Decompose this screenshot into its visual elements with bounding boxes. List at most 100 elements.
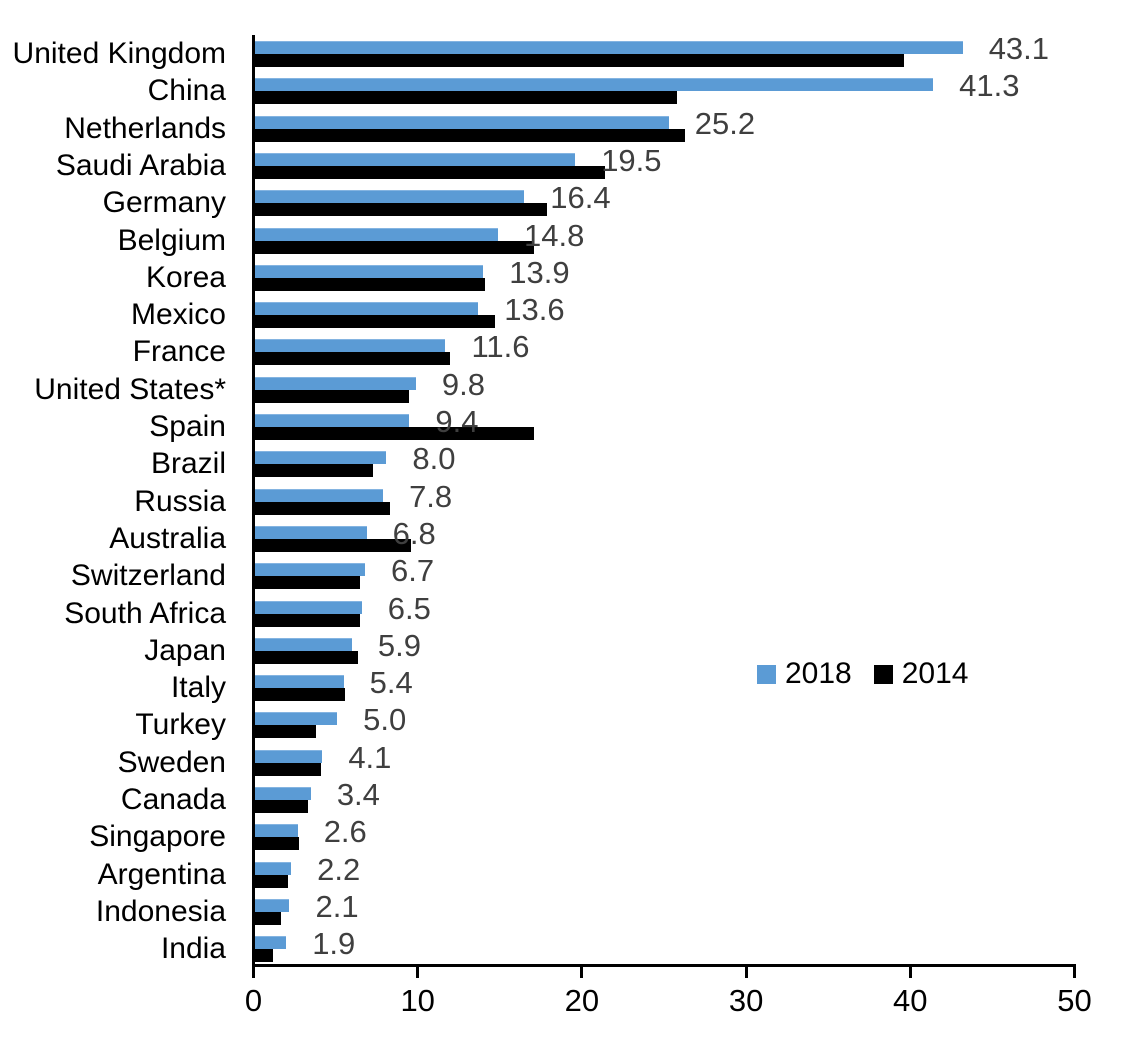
bar-2014	[255, 427, 535, 440]
bar-2014	[255, 128, 686, 142]
x-axis-tick-label: 30	[728, 983, 764, 1018]
category-label: Saudi Arabia	[55, 148, 226, 182]
legend-item-2014: 2014	[873, 657, 969, 690]
bar-2014	[255, 203, 548, 217]
value-label: 25.2	[694, 105, 756, 141]
bar-2014	[255, 54, 904, 67]
value-label: 41.3	[959, 68, 1020, 104]
bar-2018	[255, 115, 669, 129]
bar-2014	[255, 725, 316, 739]
category-label: Korea	[145, 260, 226, 294]
bar-2014	[255, 315, 495, 329]
category-label: United Kingdom	[12, 37, 226, 70]
category-label: Italy	[170, 671, 226, 705]
category-label: Mexico	[130, 298, 226, 332]
x-axis-tick	[908, 965, 912, 978]
value-label: 4.1	[348, 739, 392, 775]
legend-swatch-2014	[873, 664, 893, 684]
bar-2014	[255, 464, 374, 478]
category-label: Sweden	[117, 745, 226, 779]
bar-2014	[255, 911, 282, 925]
bar-2018	[255, 749, 323, 763]
bar-2018	[255, 227, 499, 241]
bar-2018	[255, 152, 576, 166]
bar-2018	[255, 712, 338, 726]
bar-2018	[255, 451, 387, 465]
x-axis-tick	[580, 965, 584, 978]
value-label: 5.0	[363, 702, 407, 738]
value-label: 9.4	[435, 404, 479, 439]
bar-2018	[255, 414, 410, 427]
bar-2014	[255, 240, 535, 254]
bar-2018	[255, 376, 416, 390]
category-label: Germany	[102, 186, 226, 220]
category-label: Brazil	[150, 447, 226, 481]
bar-2018	[255, 78, 934, 92]
category-label: Switzerland	[70, 559, 226, 593]
x-axis-tick	[252, 965, 255, 978]
y-axis-line	[252, 35, 255, 967]
bar-2014	[255, 613, 361, 627]
legend-swatch-2018	[757, 664, 776, 684]
x-axis-tick-label: 20	[564, 983, 600, 1018]
x-axis-tick-label: 10	[400, 983, 435, 1018]
bar-2014	[255, 277, 485, 291]
x-axis-tick	[1073, 965, 1076, 978]
value-label: 13.6	[504, 292, 565, 328]
bar-2014	[255, 165, 605, 179]
bar-2018	[255, 302, 479, 316]
category-label: Australia	[109, 521, 226, 555]
bar-2018	[255, 898, 290, 912]
bar-2018	[255, 264, 484, 278]
value-label: 1.9	[312, 926, 356, 962]
bar-2018	[255, 675, 344, 689]
value-label: 6.7	[391, 553, 435, 589]
value-label: 5.9	[377, 627, 421, 663]
value-label: 2.2	[317, 851, 361, 887]
bar-2014	[255, 800, 308, 813]
category-label: Indonesia	[95, 894, 226, 928]
category-label: Turkey	[135, 708, 226, 742]
value-label: 9.8	[441, 366, 486, 402]
bar-2018	[255, 41, 963, 54]
category-label: United States*	[34, 372, 226, 406]
category-label: South Africa	[64, 596, 226, 630]
category-label: Netherlands	[64, 111, 226, 145]
value-label: 8.0	[412, 441, 456, 477]
value-label: 14.8	[524, 217, 585, 253]
bar-2014	[255, 874, 288, 888]
category-label: Singapore	[89, 820, 226, 854]
bar-2014	[255, 538, 411, 552]
value-label: 19.5	[601, 142, 662, 178]
x-axis-tick-label: 50	[1057, 983, 1092, 1018]
bar-2014	[255, 389, 410, 403]
bar-2018	[255, 861, 292, 875]
value-label: 2.6	[323, 814, 367, 850]
value-label: 11.6	[471, 329, 530, 365]
x-axis-tick	[744, 965, 748, 978]
category-label: Russia	[134, 484, 226, 518]
bar-2014	[255, 837, 300, 851]
value-label: 16.4	[550, 180, 611, 216]
bar-2014	[255, 762, 321, 776]
bar-2014	[255, 650, 359, 664]
category-label: Belgium	[117, 223, 226, 257]
bar-2014	[255, 688, 346, 702]
value-label: 13.9	[509, 254, 570, 290]
legend-label-2014: 2014	[901, 657, 969, 690]
value-label: 43.1	[988, 31, 1050, 66]
value-label: 2.1	[315, 888, 359, 924]
bar-2018	[255, 787, 311, 800]
value-label: 7.8	[409, 478, 453, 514]
category-label: France	[132, 335, 226, 369]
bar-2014	[255, 949, 274, 963]
category-label: Canada	[120, 783, 226, 816]
bar-2018	[255, 525, 367, 539]
legend: 2018 2014	[757, 659, 969, 689]
legend-label-2018: 2018	[785, 657, 852, 690]
bar-2014	[255, 501, 390, 515]
bar-2014	[255, 91, 677, 105]
bar-2018	[255, 339, 446, 353]
bar-2014	[255, 576, 361, 590]
